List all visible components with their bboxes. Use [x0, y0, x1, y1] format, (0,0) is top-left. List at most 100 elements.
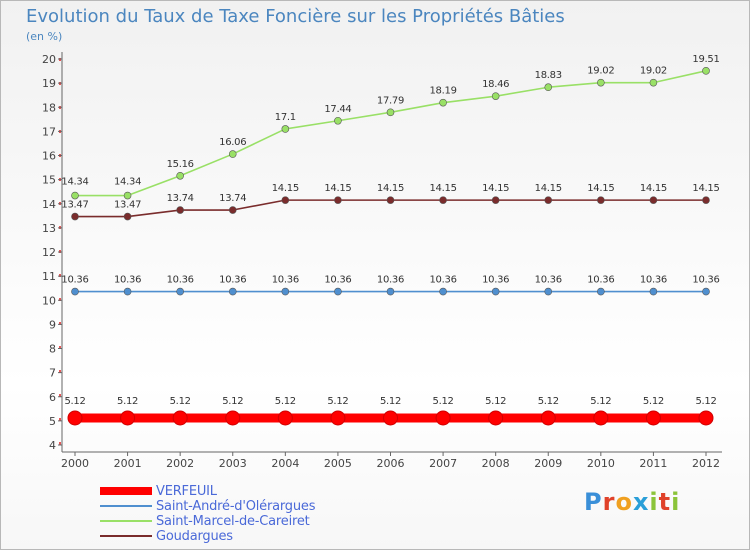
y-tick-label: 8: [49, 343, 56, 356]
legend-swatch: [100, 487, 152, 495]
y-tick-label: 12: [42, 246, 56, 259]
data-label: 5.12: [64, 396, 85, 407]
data-label: 14.15: [377, 183, 404, 194]
y-tick-label: 20: [42, 53, 56, 66]
data-point: [544, 83, 553, 92]
data-label: 5.12: [485, 396, 506, 407]
data-labels-layer: 10.36 10.36 10.36 10.36 10.36 10.36 10.36 10.36…: [61, 54, 719, 407]
logo-letter: P: [584, 488, 603, 516]
y-tick-label: 14: [42, 198, 56, 211]
data-point: [439, 287, 447, 296]
data-point: [702, 67, 710, 75]
data-point: [593, 410, 609, 426]
data-point: [123, 212, 132, 221]
y-tick-label: 10: [42, 294, 56, 307]
data-label: 13.74: [167, 193, 194, 204]
data-label: 10.36: [692, 275, 719, 286]
chart-axes: 4 5 6 7 8 9 10 11 12 13 14 15 16 17 18 19 20 2000 2001 2002…: [42, 52, 722, 470]
series-line: [75, 70, 707, 197]
data-label: 14.15: [535, 183, 562, 194]
data-point: [698, 410, 714, 426]
proxiti-logo: Proxiti: [584, 488, 680, 516]
data-point: [228, 287, 237, 296]
y-tick-label: 6: [49, 391, 56, 404]
series-4: [71, 196, 710, 221]
data-label: 5.12: [170, 396, 191, 407]
y-tick-label: 17: [42, 125, 56, 138]
data-label: 5.12: [327, 396, 348, 407]
data-label: 10.36: [640, 275, 667, 286]
data-point: [330, 410, 346, 426]
series-2: [71, 287, 710, 296]
data-label: 13.74: [219, 193, 246, 204]
data-point: [228, 150, 237, 158]
series-3: [71, 67, 710, 200]
data-point: [386, 108, 395, 117]
data-label: 5.12: [222, 396, 243, 407]
x-tick-label: 2000: [61, 457, 89, 470]
data-label: 14.15: [482, 183, 509, 194]
y-tick-label: 5: [49, 415, 56, 428]
data-point: [386, 196, 395, 204]
x-tick-label: 2012: [692, 457, 720, 470]
data-label: 10.36: [587, 275, 614, 286]
x-tick-label: 2009: [534, 457, 562, 470]
data-point: [71, 287, 79, 296]
data-point: [439, 196, 447, 204]
data-point: [544, 287, 553, 296]
data-point: [228, 206, 237, 214]
data-point: [277, 410, 293, 426]
data-label: 13.47: [61, 200, 88, 211]
data-label: 15.16: [167, 159, 194, 170]
data-label: 14.15: [430, 183, 457, 194]
data-label: 17.44: [324, 104, 351, 115]
x-tick-label: 2001: [114, 457, 142, 470]
x-tick-label: 2003: [219, 457, 247, 470]
data-label: 14.34: [61, 177, 88, 188]
data-point: [281, 196, 290, 204]
data-point: [439, 98, 447, 107]
data-point: [281, 287, 290, 296]
data-point: [225, 410, 241, 426]
data-point: [597, 287, 605, 296]
y-tick-label: 7: [49, 367, 56, 380]
data-point: [597, 196, 605, 204]
data-point: [435, 410, 451, 426]
data-point: [120, 410, 136, 426]
data-label: 10.36: [272, 275, 299, 286]
data-label: 10.36: [482, 275, 509, 286]
data-point: [645, 410, 661, 426]
data-label: 5.12: [380, 396, 401, 407]
legend-swatch: [100, 535, 152, 537]
data-point: [386, 287, 395, 296]
data-label: 16.06: [219, 137, 246, 148]
data-label: 10.36: [377, 275, 404, 286]
data-point: [540, 410, 556, 426]
data-point: [702, 287, 710, 296]
data-label: 5.12: [590, 396, 611, 407]
data-label: 19.02: [587, 66, 614, 77]
data-point: [491, 287, 500, 296]
x-tick-label: 2005: [324, 457, 352, 470]
data-label: 18.83: [535, 70, 562, 81]
x-tick-label: 2007: [429, 457, 457, 470]
logo-letter: x: [632, 488, 650, 516]
data-label: 19.02: [640, 66, 667, 77]
data-label: 14.15: [587, 183, 614, 194]
y-tick-label: 19: [42, 77, 56, 90]
data-label: 5.12: [695, 396, 716, 407]
data-label: 14.15: [324, 183, 351, 194]
y-tick-label: 15: [42, 174, 56, 187]
legend-label: Saint-André-d'Olérargues: [156, 499, 316, 514]
data-label: 5.12: [433, 396, 454, 407]
chart-title: Evolution du Taux de Taxe Foncière sur l…: [26, 6, 565, 27]
logo-letter: t: [658, 488, 672, 516]
data-point: [334, 196, 342, 204]
x-tick-label: 2010: [587, 457, 615, 470]
data-label: 5.12: [538, 396, 559, 407]
data-label: 10.36: [324, 275, 351, 286]
data-label: 18.19: [430, 86, 457, 97]
y-tick-label: 11: [42, 270, 56, 283]
data-label: 14.15: [272, 183, 299, 194]
